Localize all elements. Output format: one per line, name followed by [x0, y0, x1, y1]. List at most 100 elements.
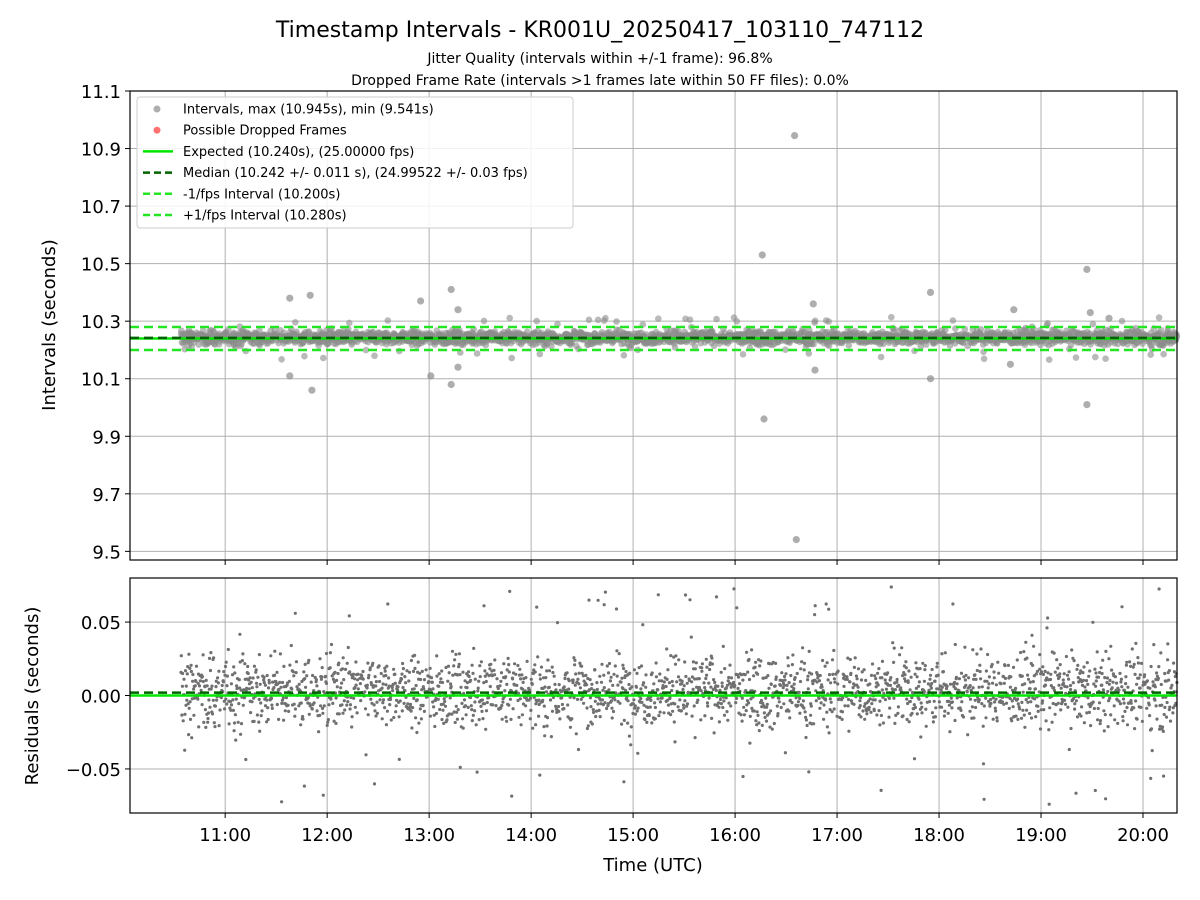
residual-point	[1121, 715, 1125, 719]
residual-point	[791, 653, 795, 657]
residual-point	[505, 682, 509, 687]
residual-point	[257, 653, 261, 657]
residual-point	[615, 649, 619, 653]
residual-point	[741, 774, 745, 779]
residual-point	[428, 714, 432, 718]
residual-point	[727, 675, 731, 680]
residual-point	[265, 673, 269, 678]
residual-point	[613, 698, 617, 702]
residual-point	[485, 700, 489, 705]
residual-point	[802, 668, 806, 672]
residual-point	[712, 731, 716, 735]
residual-point	[363, 690, 367, 694]
residual-point	[705, 673, 709, 677]
residual-point	[184, 684, 188, 688]
residual-point	[574, 672, 578, 676]
residual-point	[529, 708, 533, 713]
residual-point	[620, 722, 624, 726]
residual-point	[346, 700, 350, 704]
residual-point	[1087, 674, 1091, 678]
residual-point	[716, 684, 720, 688]
residual-point	[861, 709, 865, 713]
residual-point	[930, 681, 934, 686]
residual-point	[341, 656, 345, 660]
residual-point	[1011, 705, 1015, 709]
residual-point	[473, 677, 477, 681]
residual-point	[518, 667, 522, 671]
residual-point	[1097, 701, 1102, 705]
residual-point	[1168, 719, 1173, 723]
residual-point	[1114, 681, 1119, 685]
residual-point	[721, 705, 725, 710]
residual-point	[1008, 685, 1013, 689]
residual-point	[481, 717, 485, 721]
residual-point	[1120, 605, 1124, 609]
residual-point	[262, 675, 266, 679]
residual-point	[758, 664, 762, 668]
residual-point	[801, 699, 806, 703]
residual-point	[722, 713, 727, 717]
residual-point	[1165, 700, 1169, 705]
residual-point	[943, 651, 947, 655]
residual-point	[862, 668, 866, 672]
residual-point	[235, 684, 239, 688]
residual-point	[478, 675, 482, 679]
residual-point	[419, 677, 423, 682]
residual-point	[961, 715, 966, 719]
residual-point	[802, 661, 807, 665]
residual-point	[427, 680, 431, 684]
residual-point	[546, 658, 550, 662]
residual-point	[968, 697, 973, 701]
residual-point	[207, 656, 212, 661]
residual-point	[354, 683, 358, 687]
residual-point	[992, 676, 996, 680]
residual-point	[1024, 640, 1028, 644]
residual-point	[1167, 678, 1171, 682]
residual-point	[544, 690, 549, 694]
residual-point	[443, 704, 448, 708]
residual-point	[933, 715, 938, 719]
residual-point	[504, 675, 508, 679]
residual-point	[1062, 698, 1067, 702]
residual-point	[684, 674, 688, 679]
residual-point	[226, 647, 230, 652]
residual-point	[399, 677, 404, 681]
residual-point	[404, 681, 408, 685]
residual-point	[822, 703, 826, 707]
residual-point	[624, 669, 628, 674]
residual-point	[1058, 663, 1062, 667]
residuals-x-ticks: 11:00 12:00 13:00 14:00 15:00 16:00 17:00 18:00…	[199, 813, 1169, 846]
residual-point	[1111, 680, 1115, 684]
residual-point	[206, 720, 210, 724]
residual-point	[193, 696, 197, 700]
residual-point	[1067, 677, 1071, 681]
residual-point	[595, 687, 599, 692]
residual-point	[1079, 714, 1083, 718]
residual-point	[1157, 587, 1161, 591]
residual-point	[294, 660, 299, 664]
residual-point	[1154, 704, 1158, 708]
residual-point	[908, 699, 912, 704]
residual-point	[1110, 668, 1114, 672]
interval-point	[1044, 320, 1051, 327]
residual-point	[735, 606, 739, 610]
residual-point	[586, 724, 590, 728]
residual-point	[384, 673, 388, 678]
residual-point	[335, 678, 339, 683]
residual-point	[810, 672, 814, 676]
residual-point	[475, 770, 479, 774]
residual-point	[243, 662, 247, 666]
residual-point	[513, 662, 517, 666]
residual-point	[598, 715, 602, 719]
residual-point	[457, 652, 461, 656]
residual-point	[1162, 774, 1166, 778]
residual-point	[989, 697, 993, 702]
residual-point	[986, 686, 990, 690]
residual-point	[506, 656, 510, 661]
residual-point	[980, 685, 984, 689]
residual-point	[250, 686, 254, 690]
residual-point	[772, 721, 776, 726]
residual-point	[813, 604, 817, 608]
residual-point	[1039, 670, 1044, 674]
residual-point	[1110, 686, 1114, 690]
